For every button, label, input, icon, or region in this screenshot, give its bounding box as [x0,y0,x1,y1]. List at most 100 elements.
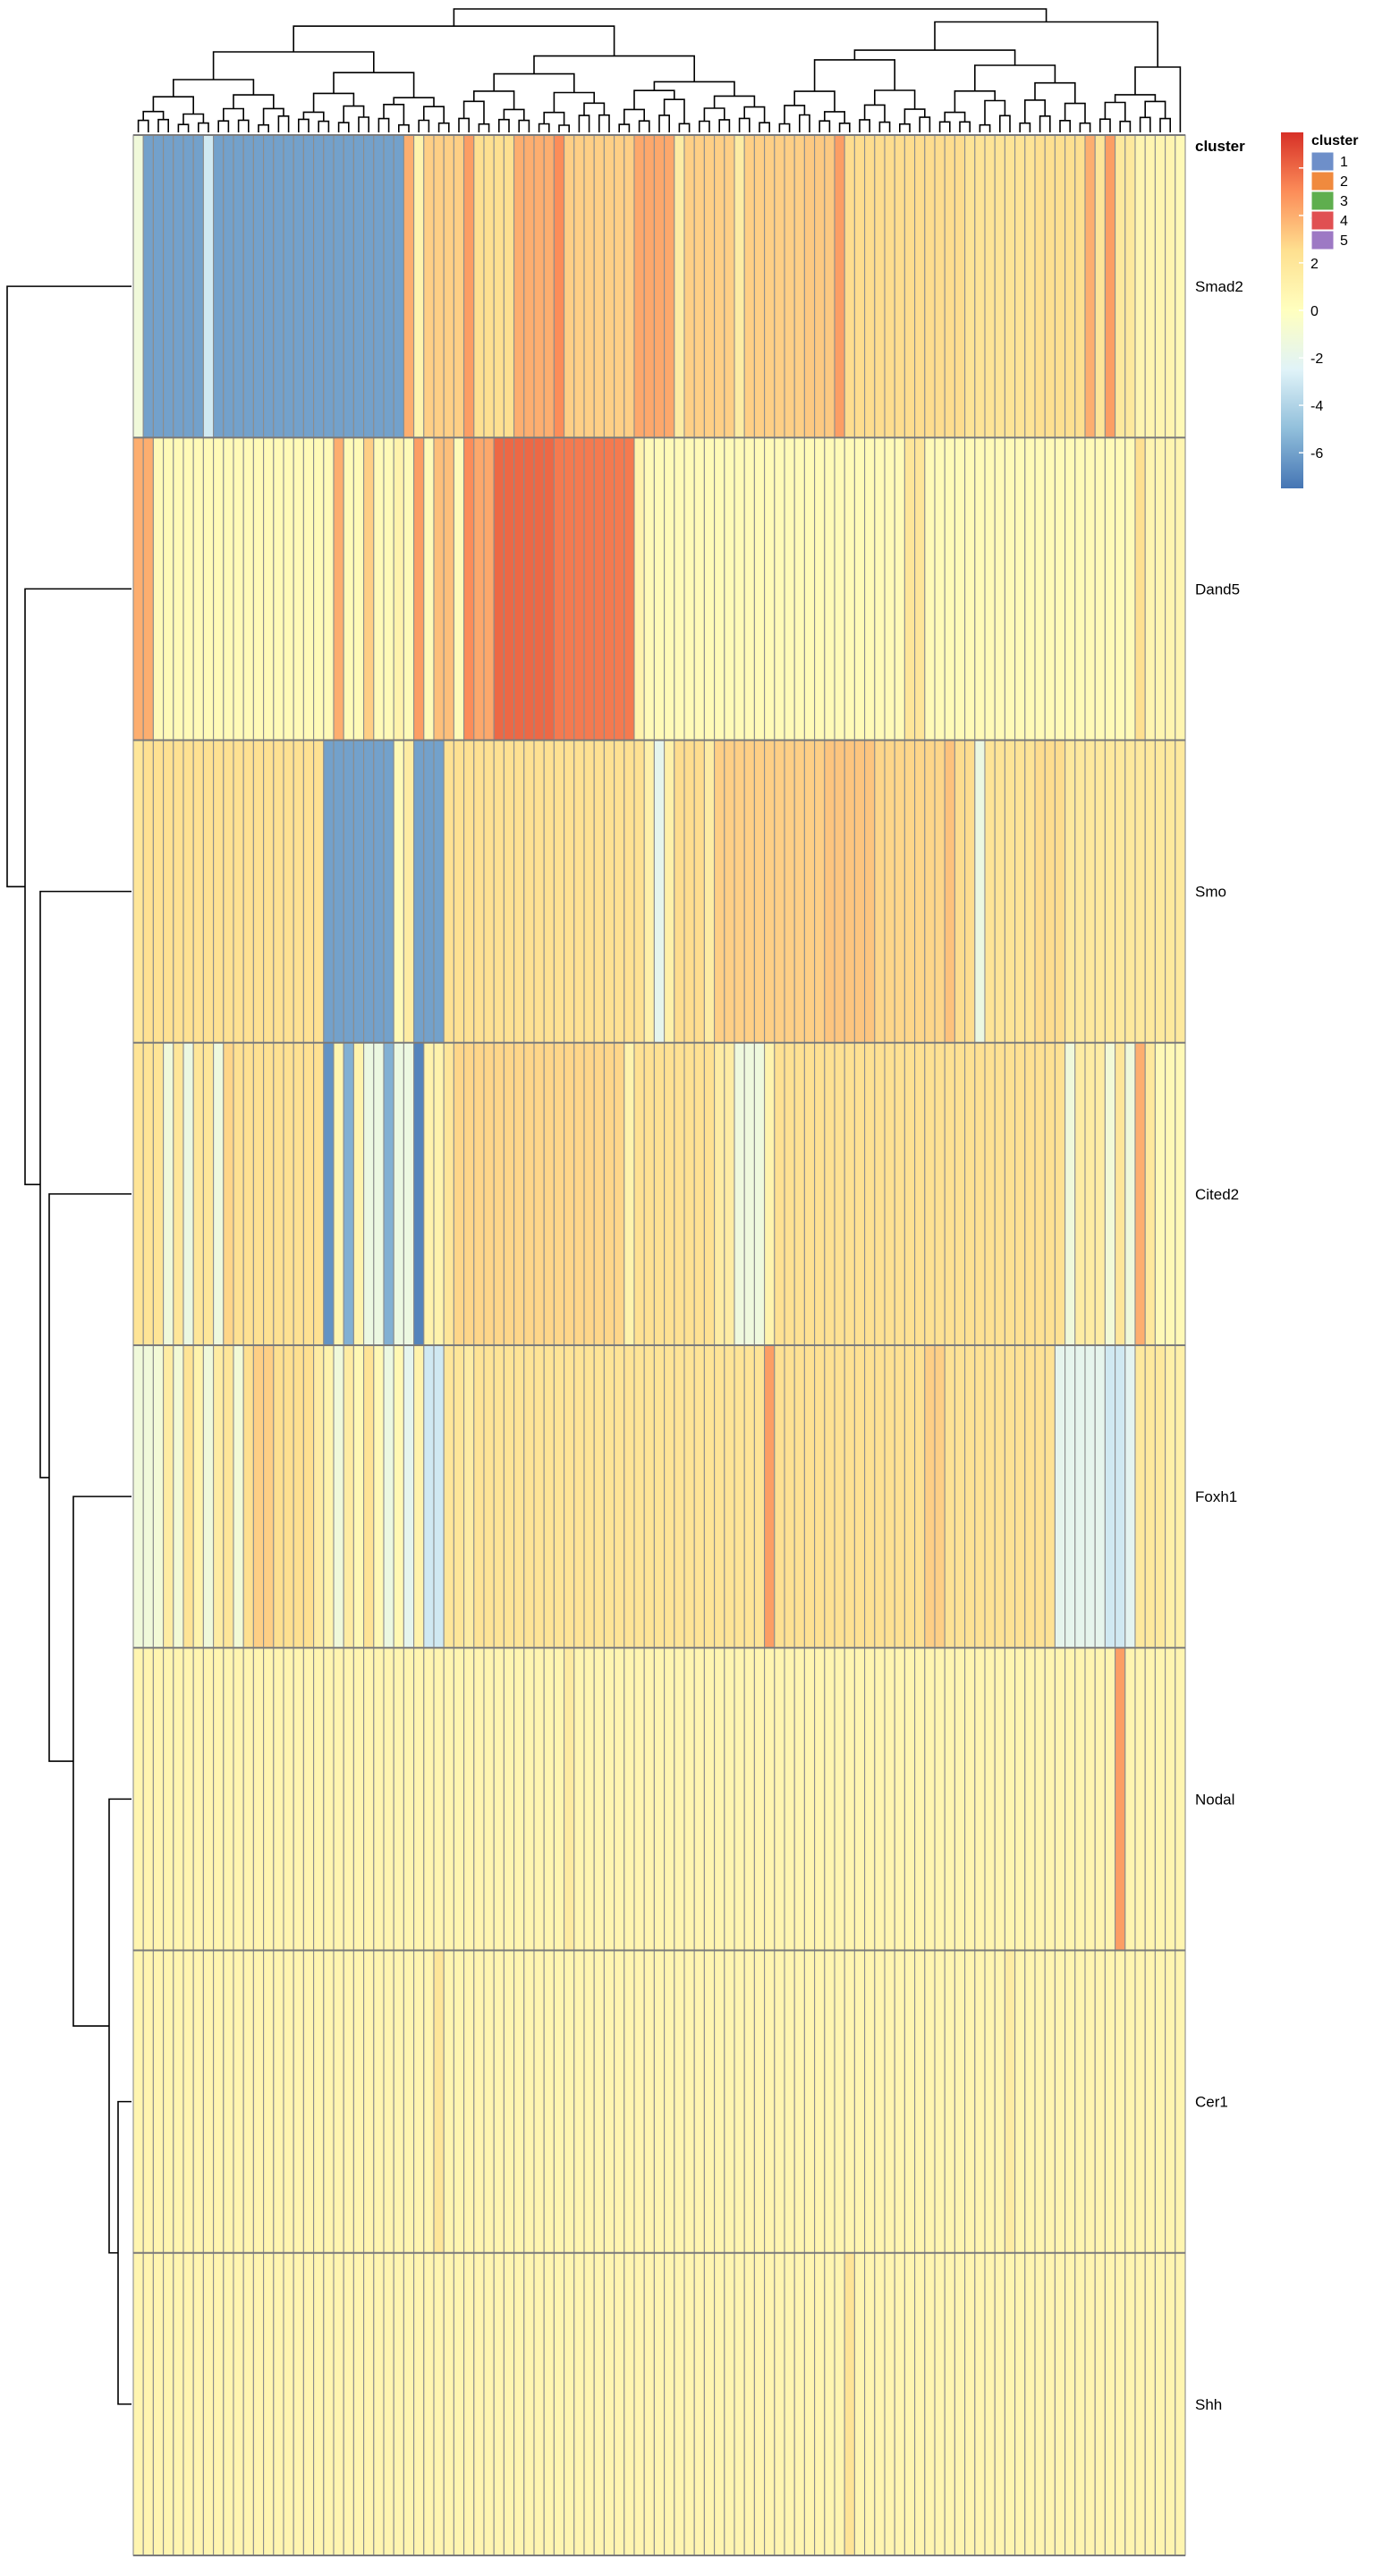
heatmap-cell [523,739,535,1044]
heatmap-cell [152,2252,165,2556]
heatmap-cell [774,739,785,1044]
heatmap-cell [202,134,215,438]
heatmap-cell [623,2252,635,2556]
heatmap-cell [714,1042,725,1346]
dendrogram-branch [678,123,691,132]
heatmap-cell [734,1042,745,1346]
heatmap-cell [1134,436,1146,741]
heatmap-cell [573,1344,585,1648]
heatmap-cell [753,1949,766,2254]
heatmap-cell [583,739,595,1044]
heatmap-cell [1004,1647,1016,1952]
dendrogram-branch [458,117,470,132]
heatmap-cell [553,1344,565,1648]
heatmap-cell [683,1949,695,2254]
heatmap-cell [964,2252,976,2556]
heatmap-cell [223,436,234,741]
dendrogram-branch [142,110,165,121]
heatmap-cell [473,1042,485,1346]
heatmap-cell [173,1949,184,2254]
heatmap-cell [1024,1042,1036,1346]
heatmap-cell [793,1344,805,1648]
heatmap-cell [824,1949,835,2254]
heatmap-cell [954,2252,966,2556]
heatmap-cell [323,1647,335,1952]
heatmap-cell [633,1647,645,1952]
heatmap-cell [1064,134,1076,438]
heatmap-cell [132,436,144,741]
heatmap-cell [593,134,605,438]
heatmap-cell [283,1042,294,1346]
heatmap-cell [483,1949,495,2254]
heatmap-cell [623,1042,635,1346]
heatmap-cell [343,1949,354,2254]
heatmap-cell [703,1647,716,1952]
heatmap-cell [513,2252,525,2556]
heatmap-cell [242,1042,254,1346]
heatmap-cell [603,1042,615,1346]
heatmap-cell [1064,1042,1076,1346]
dendrogram-branch [578,114,590,132]
cluster-legend-title: cluster [1311,133,1358,148]
heatmap-cell [1165,1344,1176,1648]
heatmap-cell [714,134,725,438]
heatmap-cell [403,1344,415,1648]
heatmap-cell [513,1949,525,2254]
row-label-nodal: Nodal [1195,1791,1234,1808]
heatmap-cell [393,1042,404,1346]
heatmap-cell [793,436,805,741]
heatmap-cell [724,1042,735,1346]
heatmap-cell [664,739,675,1044]
color-scale-legend: 6420-2-4-6 [1281,132,1323,488]
heatmap-cell [182,1344,194,1648]
dendrogram-branch [598,114,610,132]
heatmap-cell [383,739,394,1044]
heatmap-cell [593,2252,605,2556]
heatmap-cell [703,739,716,1044]
heatmap-cell [683,1344,695,1648]
heatmap-cell [163,134,174,438]
heatmap-cell [824,436,835,741]
heatmap-cell [743,1344,755,1648]
heatmap-cell [814,1344,826,1648]
heatmap-cell [1034,436,1046,741]
heatmap-cell [693,1344,705,1648]
heatmap-cell [483,739,495,1044]
heatmap-cell [313,1949,325,2254]
heatmap-cell [853,1949,866,2254]
heatmap-cell [884,739,895,1044]
heatmap-cell [1094,1042,1106,1346]
heatmap-cell [252,134,265,438]
heatmap-cell [1104,1647,1116,1952]
heatmap-cell [984,1949,996,2254]
heatmap-cell [182,739,194,1044]
heatmap-cell [163,739,174,1044]
heatmap-cell [914,1647,926,1952]
heatmap-cell [173,1647,184,1952]
heatmap-cell [453,1042,465,1346]
heatmap-cell [443,1647,454,1952]
heatmap-cell [764,2252,776,2556]
heatmap-cell [533,1949,545,2254]
cluster-legend-label-5: 5 [1340,233,1348,249]
heatmap-cell [954,1344,966,1648]
dendrogram-branch [198,122,209,132]
heatmap-cell [1064,1949,1076,2254]
heatmap-cell [583,1344,595,1648]
heatmap-cell [1054,436,1066,741]
heatmap-cell [914,1042,926,1346]
heatmap-cell [803,436,816,741]
heatmap-cell [924,2252,936,2556]
dendrogram-branch [1064,102,1086,123]
heatmap-cell [453,134,465,438]
dendrogram-branch [152,96,194,114]
heatmap-cell [573,436,585,741]
heatmap-cell [864,2252,876,2556]
heatmap-cell [1014,134,1026,438]
heatmap-cell [1124,134,1136,438]
heatmap-cell [413,436,425,741]
heatmap-cell [313,739,325,1044]
heatmap-cell [433,1344,445,1648]
heatmap-cell [984,134,996,438]
heatmap-cell [564,2252,575,2556]
